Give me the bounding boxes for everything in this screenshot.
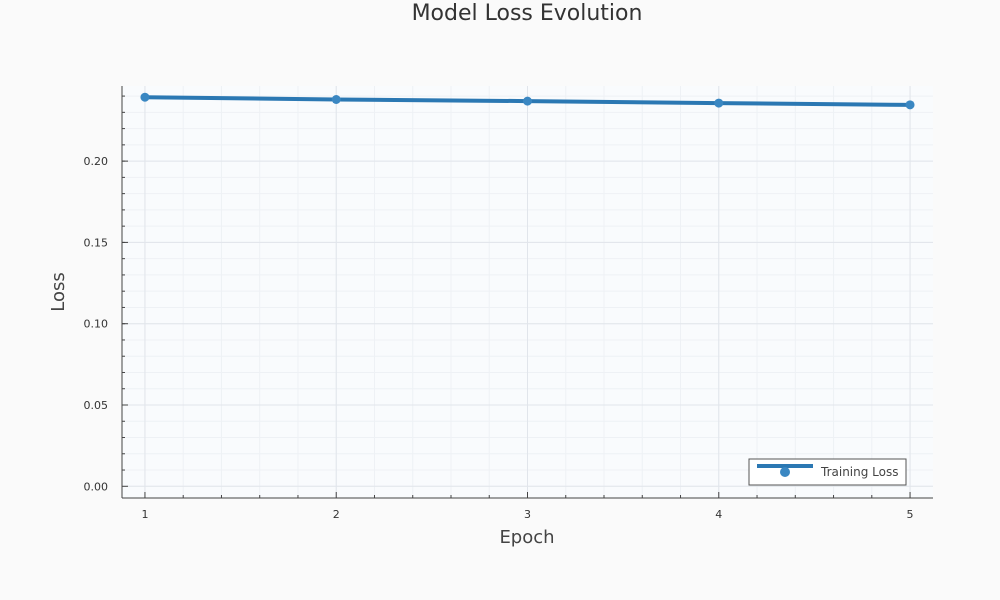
data-point [331,94,341,104]
y-tick-label: 0.20 [84,155,109,168]
x-tick-label: 1 [141,508,148,521]
x-tick-label: 2 [333,508,340,521]
x-tick-label: 3 [524,508,531,521]
y-tick-label: 0.00 [84,480,109,493]
legend-label: Training Loss [820,465,898,479]
y-tick-label: 0.15 [84,236,109,249]
data-point [523,96,532,106]
legend-marker-swatch [780,467,790,477]
grid [122,86,933,498]
y-tick-label: 0.05 [84,399,109,412]
y-axis-label: Loss [48,272,69,311]
x-tick-label: 4 [715,508,722,521]
series [140,92,915,110]
x-tick-label: 5 [907,508,914,521]
legend-box [748,458,907,486]
ticks: 1 2 3 4 5 0.00 0.05 0.10 0.15 0.20 [84,95,914,521]
data-point [714,98,724,108]
chart-title: Model Loss Evolution [412,1,643,26]
data-point [140,92,150,102]
x-axis-label: Epoch [499,527,554,548]
y-tick-label: 0.10 [84,318,109,331]
legend: Training Loss [748,458,907,486]
data-point [905,100,915,110]
